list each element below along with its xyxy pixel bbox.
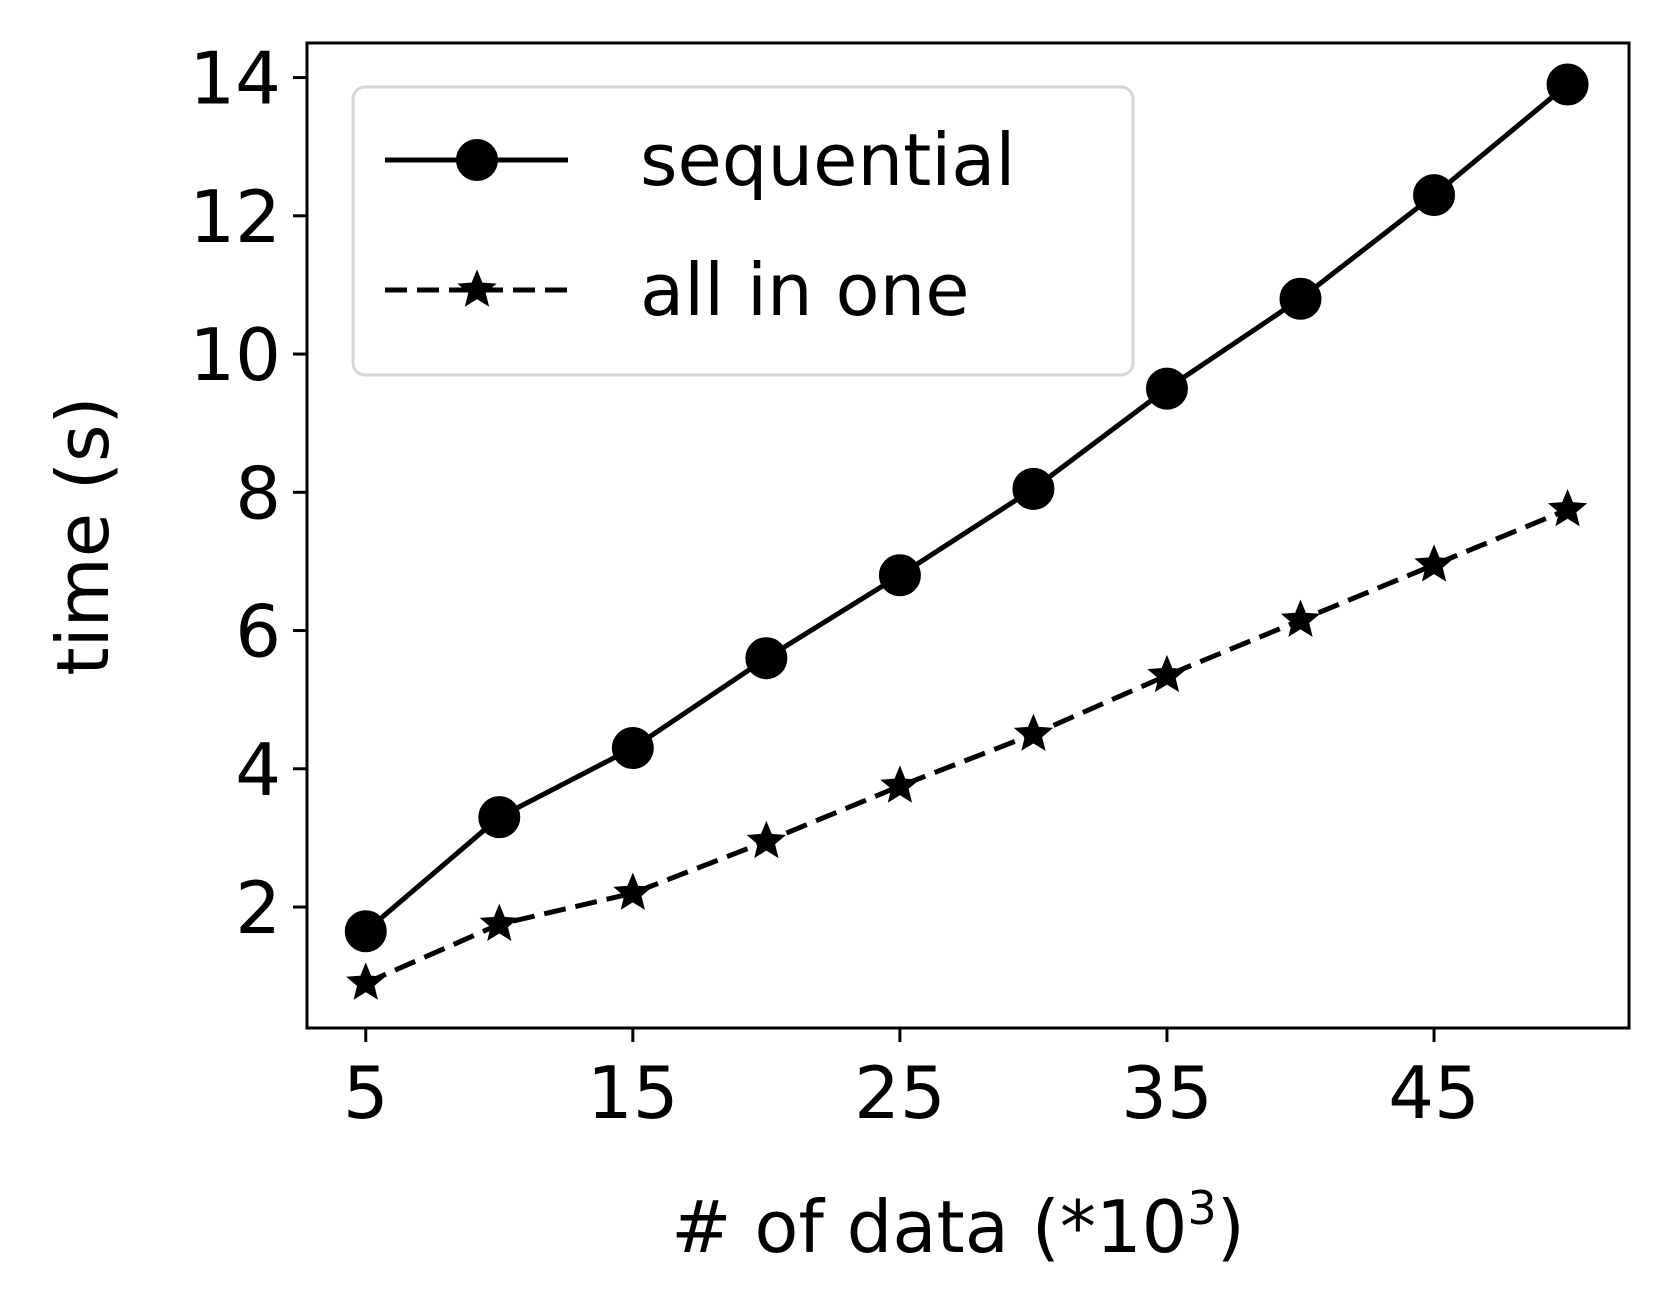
x-tick-label: 5 [343, 1051, 389, 1135]
series-line [364, 82, 1570, 934]
y-axis-title: time (s) [41, 396, 125, 675]
series-line [364, 507, 1569, 986]
data-point [1279, 277, 1322, 320]
plot-frame [305, 41, 1631, 1030]
y-tick-label: 10 [189, 313, 281, 397]
legend-label: all in one [640, 248, 970, 332]
y-axis-ticks: 2 4 6 8 10 12 14 [189, 37, 307, 950]
y-tick-label: 2 [235, 866, 281, 950]
data-point [346, 962, 386, 1000]
data-point [1013, 713, 1054, 751]
data-point [479, 903, 519, 942]
x-tick-label: 35 [1121, 1051, 1213, 1135]
data-point [1414, 544, 1454, 582]
y-tick-label: 14 [189, 37, 281, 121]
legend-item-1: all in one [385, 248, 970, 332]
data-point [1413, 174, 1456, 217]
data-point [746, 820, 786, 859]
legend-label: sequential [640, 118, 1015, 202]
legend-item-0: sequential [385, 118, 1015, 202]
data-point [878, 554, 921, 597]
legend-marker [457, 269, 497, 307]
data-point [1145, 367, 1188, 410]
legend: sequential all in one [351, 85, 1135, 377]
series-1 [346, 488, 1588, 1000]
y-tick-label: 12 [189, 175, 281, 259]
series-0 [344, 63, 1589, 953]
y-tick-label: 8 [235, 451, 281, 535]
data-point [1147, 654, 1187, 693]
data-point [1547, 488, 1588, 527]
data-point [611, 727, 654, 770]
data-point [478, 796, 521, 839]
x-axis-title-superscript: 3 [1187, 1181, 1216, 1235]
data-point [745, 637, 788, 680]
x-axis-title-main: # of data (*10 [671, 1185, 1187, 1269]
data-point [880, 765, 920, 803]
x-axis-title-suffix: ) [1217, 1185, 1245, 1269]
data-point [613, 872, 653, 910]
x-tick-label: 25 [854, 1051, 946, 1135]
data-point [1280, 599, 1321, 637]
y-tick-label: 4 [235, 728, 281, 812]
x-tick-label: 15 [587, 1051, 679, 1135]
series-layer [344, 63, 1589, 1000]
y-tick-label: 6 [235, 590, 281, 674]
data-point [1012, 467, 1055, 510]
x-axis-title: # of data (*103) [671, 1181, 1245, 1269]
data-point [1546, 63, 1589, 106]
x-tick-label: 45 [1388, 1051, 1480, 1135]
legend-marker [456, 139, 498, 181]
data-point [344, 910, 387, 953]
x-axis-ticks: 5 15 25 35 45 [343, 1028, 1480, 1135]
